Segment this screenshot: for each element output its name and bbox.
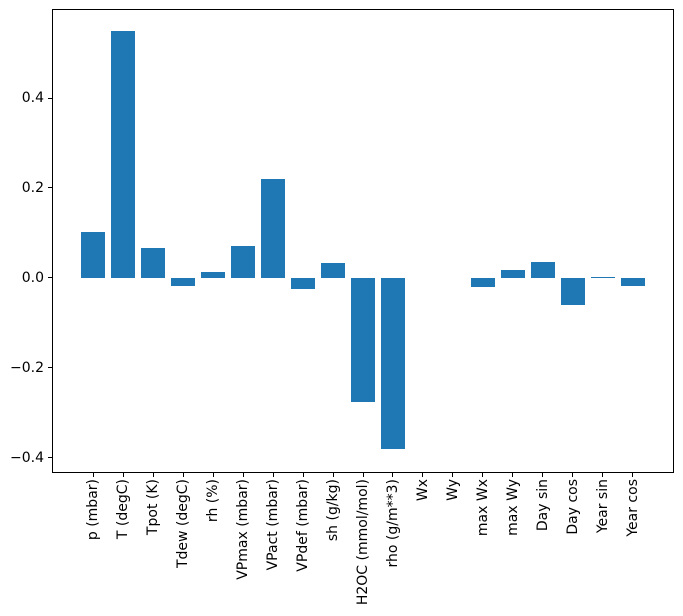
bar-15 — [530, 262, 555, 278]
x-tick-mark — [302, 473, 304, 477]
bar-9 — [351, 277, 375, 402]
bar-4 — [201, 271, 226, 278]
x-tick-label-0: p (mbar) — [85, 479, 102, 541]
bar-16 — [560, 277, 585, 305]
x-tick-mark — [152, 473, 154, 477]
bar-2 — [141, 248, 166, 278]
x-tick-mark — [332, 473, 334, 477]
y-tick-label: −0.4 — [10, 449, 44, 466]
bar-7 — [291, 277, 316, 290]
x-tick-mark — [482, 473, 484, 477]
bar-5 — [231, 246, 256, 278]
x-tick-label-7: VPdef (mbar) — [295, 479, 312, 572]
x-tick-mark — [602, 473, 604, 477]
bar-10 — [380, 277, 405, 450]
bar-18 — [620, 277, 645, 287]
bar-1 — [111, 30, 136, 278]
x-tick-mark — [422, 473, 424, 477]
x-tick-mark — [392, 473, 394, 477]
y-tick-label: 0.4 — [21, 90, 44, 107]
plot-area — [52, 9, 674, 473]
x-tick-label-12: Wy — [444, 479, 461, 501]
bar-6 — [261, 178, 286, 278]
bar-14 — [500, 269, 525, 278]
y-tick-mark — [48, 97, 52, 99]
x-tick-label-18: Year cos — [624, 479, 641, 537]
x-tick-mark — [212, 473, 214, 477]
x-tick-mark — [182, 473, 184, 477]
x-tick-label-13: max Wx — [474, 479, 491, 537]
x-tick-label-5: VPmax (mbar) — [235, 479, 252, 580]
x-tick-label-17: Year sin — [594, 479, 611, 534]
x-tick-mark — [452, 473, 454, 477]
x-tick-label-11: Wx — [414, 479, 431, 502]
x-tick-mark — [572, 473, 574, 477]
bar-13 — [470, 277, 495, 287]
y-tick-mark — [48, 187, 52, 189]
y-tick-mark — [48, 457, 52, 459]
x-tick-mark — [272, 473, 274, 477]
x-tick-label-8: sh (g/kg) — [325, 479, 342, 542]
x-tick-mark — [512, 473, 514, 477]
x-tick-label-10: rho (g/m**3) — [384, 479, 401, 568]
x-tick-label-3: Tdew (degC) — [175, 479, 192, 569]
x-tick-label-2: Tpot (K) — [145, 479, 162, 536]
y-tick-mark — [48, 367, 52, 369]
bar-3 — [171, 277, 196, 286]
y-tick-label: 0.2 — [21, 179, 44, 196]
bar-8 — [321, 262, 345, 278]
x-tick-label-14: max Wy — [504, 479, 521, 536]
bar-0 — [81, 232, 106, 278]
bar-17 — [590, 276, 615, 278]
x-tick-mark — [92, 473, 94, 477]
x-tick-mark — [362, 473, 364, 477]
x-tick-label-4: rh (%) — [205, 479, 222, 523]
x-tick-mark — [242, 473, 244, 477]
x-tick-label-1: T (degC) — [115, 479, 132, 540]
x-tick-label-16: Day cos — [564, 479, 581, 535]
y-tick-label: −0.2 — [10, 359, 44, 376]
y-tick-mark — [48, 277, 52, 279]
y-tick-label: 0.0 — [21, 269, 44, 286]
x-tick-label-9: H2OC (mmol/mol) — [355, 479, 371, 606]
x-tick-mark — [122, 473, 124, 477]
x-tick-mark — [542, 473, 544, 477]
x-tick-label-15: Day sin — [534, 479, 551, 532]
x-tick-mark — [632, 473, 634, 477]
x-tick-label-6: VPact (mbar) — [265, 479, 282, 571]
